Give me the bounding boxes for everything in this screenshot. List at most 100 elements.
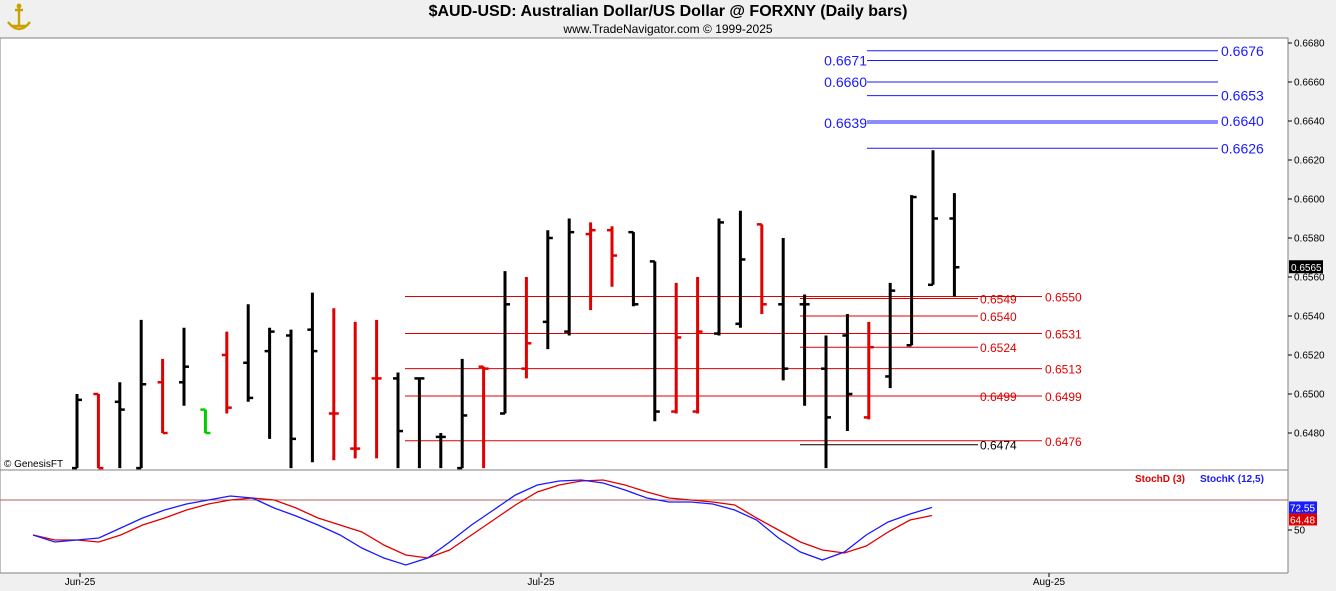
price-level-label: 0.6550 [1045,291,1082,305]
ohlc-bar [500,271,510,415]
price-axis-ticks: 0.6480 0.6500 0.6520 0.6540 0.6560 0.6580 0.66… [1288,39,1325,440]
price-level-label: 0.6660 [824,74,867,90]
y-tick-label: 0.6480 [1294,429,1325,440]
ohlc-bar [821,335,831,469]
price-panel [0,37,1289,471]
price-level-label: 0.6531 [1045,328,1082,342]
chart-subtitle: www.TradeNavigator.com © 1999-2025 [563,22,773,36]
price-level-label: 0.6540 [980,310,1017,324]
chart-header: $AUD-USD: Australian Dollar/US Dollar @ … [0,0,1336,38]
price-level-label: 0.6639 [824,115,867,131]
ohlc-bar [692,277,703,414]
ohlc-bar [756,223,767,315]
ohlc-bars [72,150,960,470]
stochd-line [32,479,933,559]
ohlc-bar [307,292,318,463]
stochd-last-box [1289,513,1317,526]
ohlc-bar [521,277,532,379]
price-level-label: 0.6640 [1221,113,1264,129]
price-level-label: 0.6676 [1221,43,1264,59]
ohlc-bar [928,150,938,287]
ohlc-bar [949,193,960,297]
ohlc-bar [328,308,339,461]
ohlc-bar [607,226,617,287]
ohlc-bar [778,238,789,381]
stoch-tick-label: 50 [1294,526,1306,537]
x-tick-label: Jul-25 [527,577,555,588]
stochk-legend-label: StochK (12,5) [1200,474,1264,485]
y-tick-label: 0.6600 [1294,195,1325,206]
price-level-label: 0.6671 [824,53,867,69]
ohlc-bar [842,314,853,432]
x-tick-label: Jun-25 [65,577,96,588]
last-price-label: 0.6565 [1291,263,1322,274]
ohlc-bar [243,304,254,402]
ohlc-bar [157,358,168,435]
stochk-last-box [1289,501,1317,514]
ohlc-bar [906,195,917,347]
ohlc-bar [714,218,724,336]
ohlc-bar [735,210,746,328]
price-level-label: 0.6476 [1045,435,1082,449]
ohlc-bar [628,230,639,307]
ohlc-bar [649,260,660,422]
chart-title: $AUD-USD: Australian Dollar/US Dollar @ … [428,3,908,20]
ohlc-bar [93,392,104,470]
ohlc-bar [136,319,147,470]
date-axis-ticks: Jun-25 Jul-25 Aug-25 [65,573,1066,588]
y-tick-label: 0.6500 [1294,390,1325,401]
stochd-last-label: 64.48 [1290,515,1315,526]
ohlc-bar [799,294,810,406]
y-tick-label: 0.6620 [1294,156,1325,167]
x-tick-label: Aug-25 [1033,577,1066,588]
price-level-label: 0.6499 [1045,390,1082,404]
y-tick-label: 0.6520 [1294,351,1325,362]
price-level-label: 0.6499 [980,390,1017,404]
ohlc-bar [114,382,125,469]
ohlc-bar [885,282,896,389]
stochk-line [32,479,933,566]
ohlc-bar [542,230,553,350]
ohlc-bar [350,321,361,459]
ohlc-bar [286,329,296,469]
ohlc-bar [414,377,425,469]
genesis-watermark: © GenesisFT [4,459,63,470]
price-level-label: 0.6626 [1221,140,1264,156]
ohlc-bar [200,408,211,435]
ohlc-bar [371,319,382,459]
price-level-label: 0.6474 [980,439,1017,453]
ohlc-bar [179,327,189,406]
stochd-legend-label: StochD (3) [1135,474,1185,485]
ohlc-bar [221,331,232,414]
y-tick-label: 0.6580 [1294,234,1325,245]
ohlc-bar [72,394,82,470]
ohlc-bar [264,327,275,439]
last-price-box [1289,260,1323,274]
ohlc-bar [863,321,874,420]
stochastic-legend: StochD (3) StochK (12,5) [1135,474,1264,485]
ohlc-bar [457,358,468,470]
y-tick-label: 0.6640 [1294,117,1325,128]
y-tick-label: 0.6540 [1294,312,1325,323]
price-level-label: 0.6524 [980,341,1017,355]
stochastic-panel [0,469,1289,574]
stochk-last-label: 72.55 [1290,503,1315,514]
ohlc-bar [435,433,446,469]
trade-navigator-logo-icon [4,2,34,34]
price-level-label: 0.6653 [1221,88,1264,104]
price-levels: 0.6676 0.6671 0.6660 0.6653 0.6639 0.6640 0.66… [405,43,1264,453]
x-axis-area [0,573,1336,591]
y-tick-label: 0.6560 [1294,273,1325,284]
ohlc-bar [393,372,403,469]
ohlc-bar [671,282,682,414]
price-level-label: 0.6549 [980,292,1017,306]
y-tick-label: 0.6660 [1294,78,1325,89]
y-tick-label: 0.6680 [1294,39,1325,50]
price-level-label: 0.6513 [1045,363,1082,377]
ohlc-bar [585,222,596,311]
ohlc-bar [478,365,489,469]
y-axis-area [1288,38,1336,573]
ohlc-bar [564,218,575,336]
